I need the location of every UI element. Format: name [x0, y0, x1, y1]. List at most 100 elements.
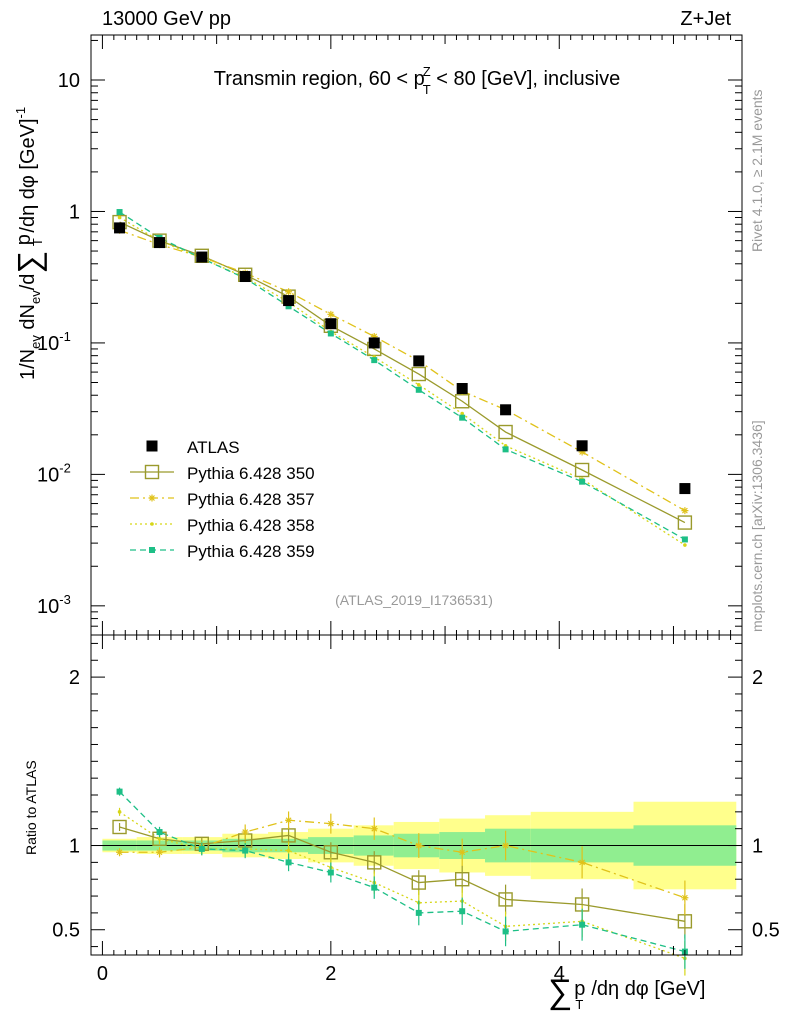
series-marker-main	[681, 536, 688, 543]
series-marker-ratio	[285, 859, 292, 866]
series-marker-main	[327, 310, 335, 318]
y-tick-label-main: 10	[58, 70, 80, 92]
series-marker-main	[578, 448, 586, 456]
header-right: Z+Jet	[680, 8, 731, 30]
series-marker-main	[459, 414, 466, 421]
series-marker-main	[574, 462, 590, 478]
series-line-main	[119, 216, 686, 546]
series-marker-main	[677, 515, 693, 530]
legend-marker	[144, 464, 160, 480]
main-markers	[112, 209, 693, 547]
series-marker-ratio	[327, 820, 335, 828]
x-tick-label: 2	[325, 963, 336, 985]
legend-label: Pythia 6.428 358	[187, 516, 315, 535]
mcplots-source-text: mcplots.cern.ch [arXiv:1306.3436]	[749, 420, 765, 632]
main-axis-ticks: 10-3 10-2 10-1 1 10	[37, 35, 742, 636]
series-marker-ratio	[242, 847, 249, 854]
series-marker-main	[460, 411, 464, 416]
data-point	[283, 295, 295, 307]
data-point	[679, 483, 691, 495]
x-tick-label: 0	[97, 963, 108, 985]
series-marker-main	[681, 507, 689, 515]
series-marker-ratio	[285, 816, 293, 824]
series-marker-ratio	[579, 921, 586, 928]
series-marker-ratio	[367, 855, 382, 870]
series-marker-ratio	[370, 825, 378, 833]
header-left: 13000 GeV pp	[102, 8, 231, 30]
series-marker-ratio	[459, 908, 466, 915]
series-marker-ratio	[411, 875, 426, 890]
ratio-plot-frame	[90, 634, 743, 956]
series-marker-main	[683, 543, 687, 547]
data-point	[325, 318, 337, 330]
y-tick-label-main: 10-3	[37, 592, 71, 618]
data-point	[154, 237, 166, 249]
legend-label: Pythia 6.428 359	[187, 542, 315, 561]
series-marker-main	[371, 357, 378, 364]
series-marker-ratio	[498, 892, 513, 907]
data-point	[500, 404, 512, 416]
data-point	[114, 222, 126, 234]
series-marker-ratio	[198, 845, 205, 852]
series-marker-main	[416, 383, 421, 387]
series-marker-main	[117, 215, 122, 220]
series-line-ratio	[119, 811, 686, 959]
ratio-y-axis-label: Ratio to ATLAS	[23, 760, 39, 855]
series-marker-ratio	[241, 828, 249, 836]
x-axis-label: ∑ p T/dη dφ [GeV]	[548, 973, 705, 1012]
legend-marker	[148, 494, 156, 502]
series-marker-main	[285, 303, 292, 310]
series-marker-main	[411, 366, 426, 382]
series-marker-main	[370, 332, 378, 340]
series-marker-ratio	[502, 928, 509, 935]
data-point	[576, 440, 588, 452]
rivet-version-text: Rivet 4.1.0, ≥ 2.1M events	[749, 89, 765, 252]
series-marker-ratio	[681, 894, 689, 902]
data-point	[413, 355, 425, 367]
y-tick-label-ratio-right: 1	[752, 836, 763, 858]
legend-label-data: ATLAS	[187, 438, 240, 457]
series-marker-ratio	[112, 819, 127, 835]
data-point	[239, 271, 251, 283]
series-marker-ratio	[327, 869, 334, 876]
series-marker-ratio	[117, 810, 122, 814]
ratio-markers	[112, 787, 693, 976]
series-marker-main	[579, 478, 586, 485]
analysis-id: (ATLAS_2019_I1736531)	[335, 592, 493, 608]
y-tick-label-ratio: 2	[69, 667, 80, 689]
series-marker-main	[327, 330, 334, 337]
legend-label: Pythia 6.428 357	[187, 490, 315, 509]
ratio-axis-ticks: 0 2 4 0.5 0.5 1 1 2 2	[52, 635, 780, 985]
series-marker-ratio	[156, 848, 164, 856]
series-marker-ratio	[156, 829, 163, 836]
legend-label: Pythia 6.428 350	[187, 464, 315, 483]
legend-marker	[150, 522, 154, 526]
series-marker-ratio	[116, 848, 124, 856]
legend-marker	[149, 547, 155, 553]
series-marker-ratio	[286, 848, 291, 853]
y-tick-label-main: 10-1	[37, 329, 71, 355]
y-tick-label-ratio: 1	[69, 836, 80, 858]
series-marker-main	[116, 209, 123, 216]
series-marker-ratio	[371, 884, 378, 891]
series-marker-main	[415, 386, 422, 393]
series-marker-main	[502, 446, 509, 453]
plot-title: Transmin region, 60 < pZ T < 80 [GeV], in…	[214, 64, 621, 97]
series-marker-main	[454, 394, 470, 409]
series-marker-ratio	[415, 842, 423, 850]
series-marker-ratio	[578, 858, 586, 866]
data-point	[196, 251, 208, 263]
x-tick-label: 4	[554, 963, 565, 985]
series-marker-main	[285, 288, 293, 296]
ratio-uncertainty-band	[91, 801, 742, 890]
y-tick-label-main: 10-2	[37, 460, 71, 486]
series-marker-main	[498, 424, 513, 440]
series-marker-ratio	[458, 848, 466, 856]
legend: ATLAS Pythia 6.428 350 Pythia 6.428 357 Pyt…	[130, 438, 315, 561]
series-marker-ratio	[415, 909, 422, 916]
legend-marker-data	[146, 440, 158, 452]
y-axis-label: 1/Nev dNev/d∑ pT /dη dφ [GeV]-1	[11, 107, 47, 380]
series-marker-ratio	[502, 842, 510, 850]
series-marker-ratio	[157, 836, 162, 841]
